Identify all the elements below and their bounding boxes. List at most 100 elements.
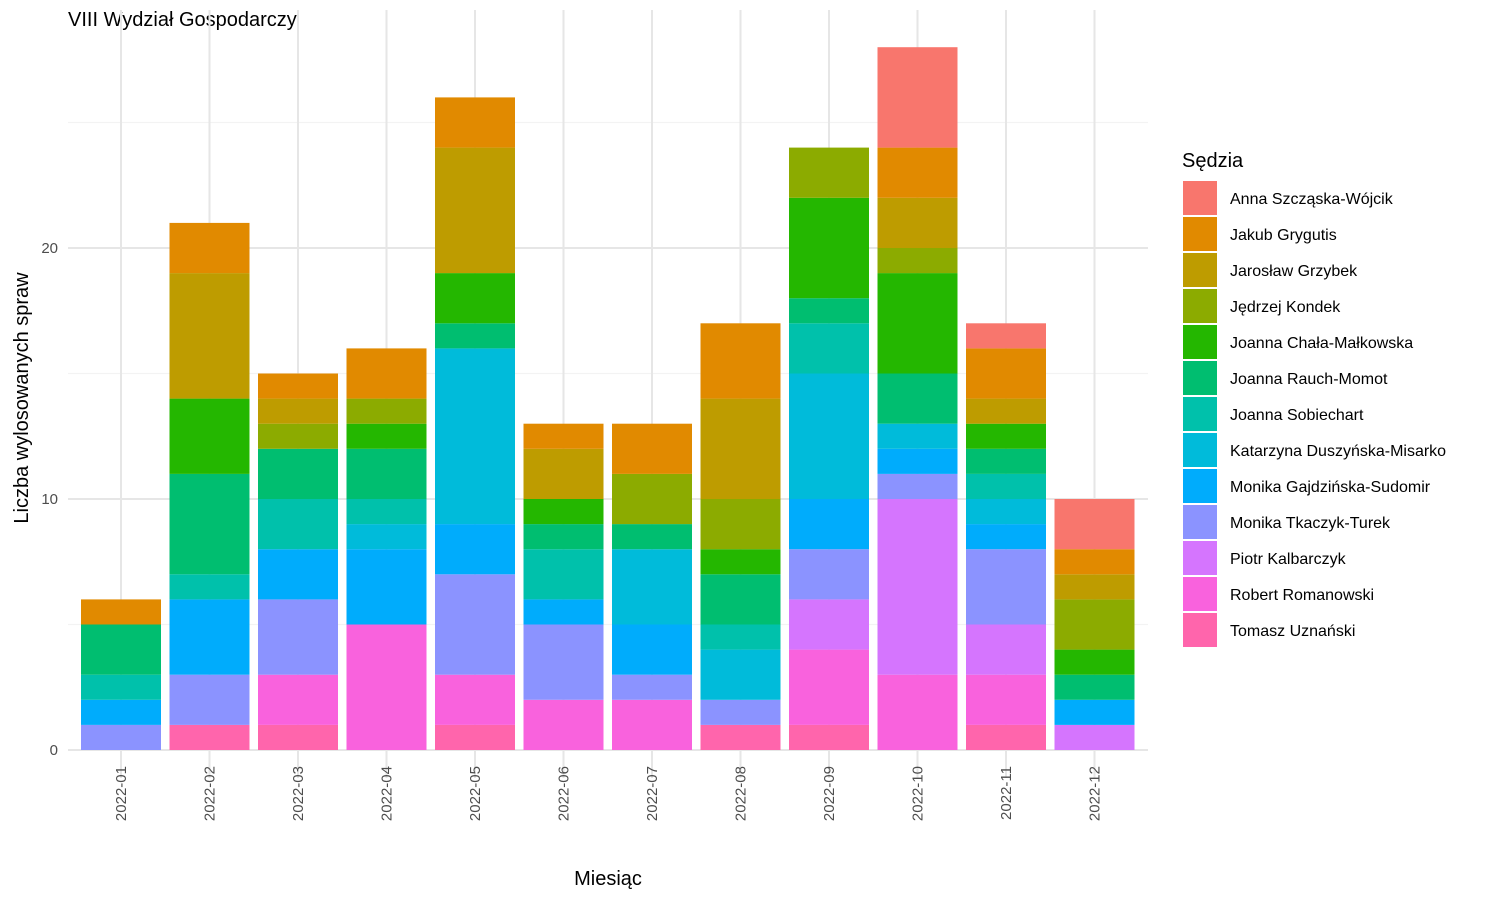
bar-segment [700,499,781,550]
bar-segment [789,197,869,299]
legend-key [1183,325,1217,359]
bar-segment [700,649,781,700]
legend-label: Monika Gajdzińska-Sudomir [1230,479,1431,496]
bar-segment [877,197,958,248]
bar-segment [877,448,958,474]
bar-segment [169,222,250,274]
bar-segment [877,499,958,675]
bar-segment [966,499,1046,525]
legend-label: Katarzyna Duszyńska-Misarko [1230,443,1446,460]
bar-segment [966,423,1046,449]
bar-segment [700,574,781,625]
legend-key [1183,469,1217,503]
bar-segment [346,348,427,399]
x-tick-label: 2022-02 [202,766,219,821]
bar-segment [966,398,1046,424]
bar-segment [789,649,869,725]
bars [81,47,1135,750]
bar-segment [258,674,338,725]
bar-segment [1054,499,1135,550]
bar-segment [435,323,515,349]
x-tick-label: 2022-08 [733,766,750,821]
legend-key [1183,253,1217,287]
bar-segment [789,549,869,600]
bar-segment [435,273,515,324]
legend-key [1183,397,1217,431]
y-tick-label: 10 [41,491,58,508]
bar-segment [435,97,515,148]
bar-segment [346,398,427,424]
bar-segment [700,624,781,650]
bar-segment [877,147,958,198]
bar-segment [612,524,692,550]
bar-segment [346,499,427,525]
bar-segment [966,674,1046,725]
legend-key [1183,433,1217,467]
x-tick-label: 2022-07 [644,766,661,821]
bar-segment [966,473,1046,499]
bar-segment [258,499,338,550]
x-tick-label: 2022-12 [1087,766,1104,821]
bar-segment [169,273,250,399]
bar-segment [1054,574,1135,600]
bar-segment [612,674,692,700]
bar-segment [700,699,781,725]
bar-segment [523,549,604,600]
bar-segment [346,549,427,625]
bar-segment [81,674,161,700]
legend-label: Robert Romanowski [1230,587,1374,604]
x-tick-label: 2022-10 [910,766,927,821]
bar-segment [523,423,604,449]
bar-segment [523,624,604,700]
chart-title: VIII Wydział Gospodarczy [68,9,297,31]
bar-segment [966,624,1046,675]
bar-segment [435,147,515,274]
legend-key [1183,505,1217,539]
legend-key [1183,541,1217,575]
legend-key [1183,577,1217,611]
legend-key [1183,181,1217,215]
bar-segment [523,599,604,625]
legend-label: Jędrzej Kondek [1230,299,1341,316]
bar-segment [966,348,1046,399]
bar-segment [169,574,250,600]
legend-label: Monika Tkaczyk-Turek [1230,515,1391,532]
legend-label: Joanna Sobiechart [1230,407,1364,424]
bar-segment [346,423,427,449]
bar-segment [612,699,692,750]
bar-segment [877,273,958,374]
x-tick-label: 2022-03 [290,766,307,821]
bar-segment [966,549,1046,625]
legend-title: Sędzia [1182,150,1244,172]
x-tick-label: 2022-01 [113,766,130,821]
bar-segment [258,599,338,675]
y-tick-label: 20 [41,240,58,257]
bar-segment [258,549,338,600]
bar-segment [1054,674,1135,700]
bar-segment [346,524,427,550]
bar-segment [789,298,869,324]
legend-label: Joanna Chała-Małkowska [1230,335,1413,352]
bar-segment [966,448,1046,474]
legend-label: Jakub Grygutis [1230,227,1337,244]
bar-segment [258,724,338,750]
legend-key [1183,361,1217,395]
x-tick-label: 2022-06 [556,766,573,821]
bar-segment [966,524,1046,550]
bar-segment [877,248,958,274]
bar-segment [700,549,781,575]
bar-segment [435,524,515,575]
bar-segment [435,348,515,525]
bar-segment [169,398,250,474]
x-tick-label: 2022-09 [821,766,838,821]
bar-segment [169,674,250,725]
bar-segment [700,323,781,399]
legend-label: Joanna Rauch-Momot [1230,371,1388,388]
bar-segment [1054,649,1135,675]
bar-segment [169,473,250,575]
bar-segment [1054,724,1135,750]
bar-segment [966,323,1046,349]
bar-segment [346,624,427,750]
bar-segment [700,724,781,750]
bar-segment [612,624,692,675]
